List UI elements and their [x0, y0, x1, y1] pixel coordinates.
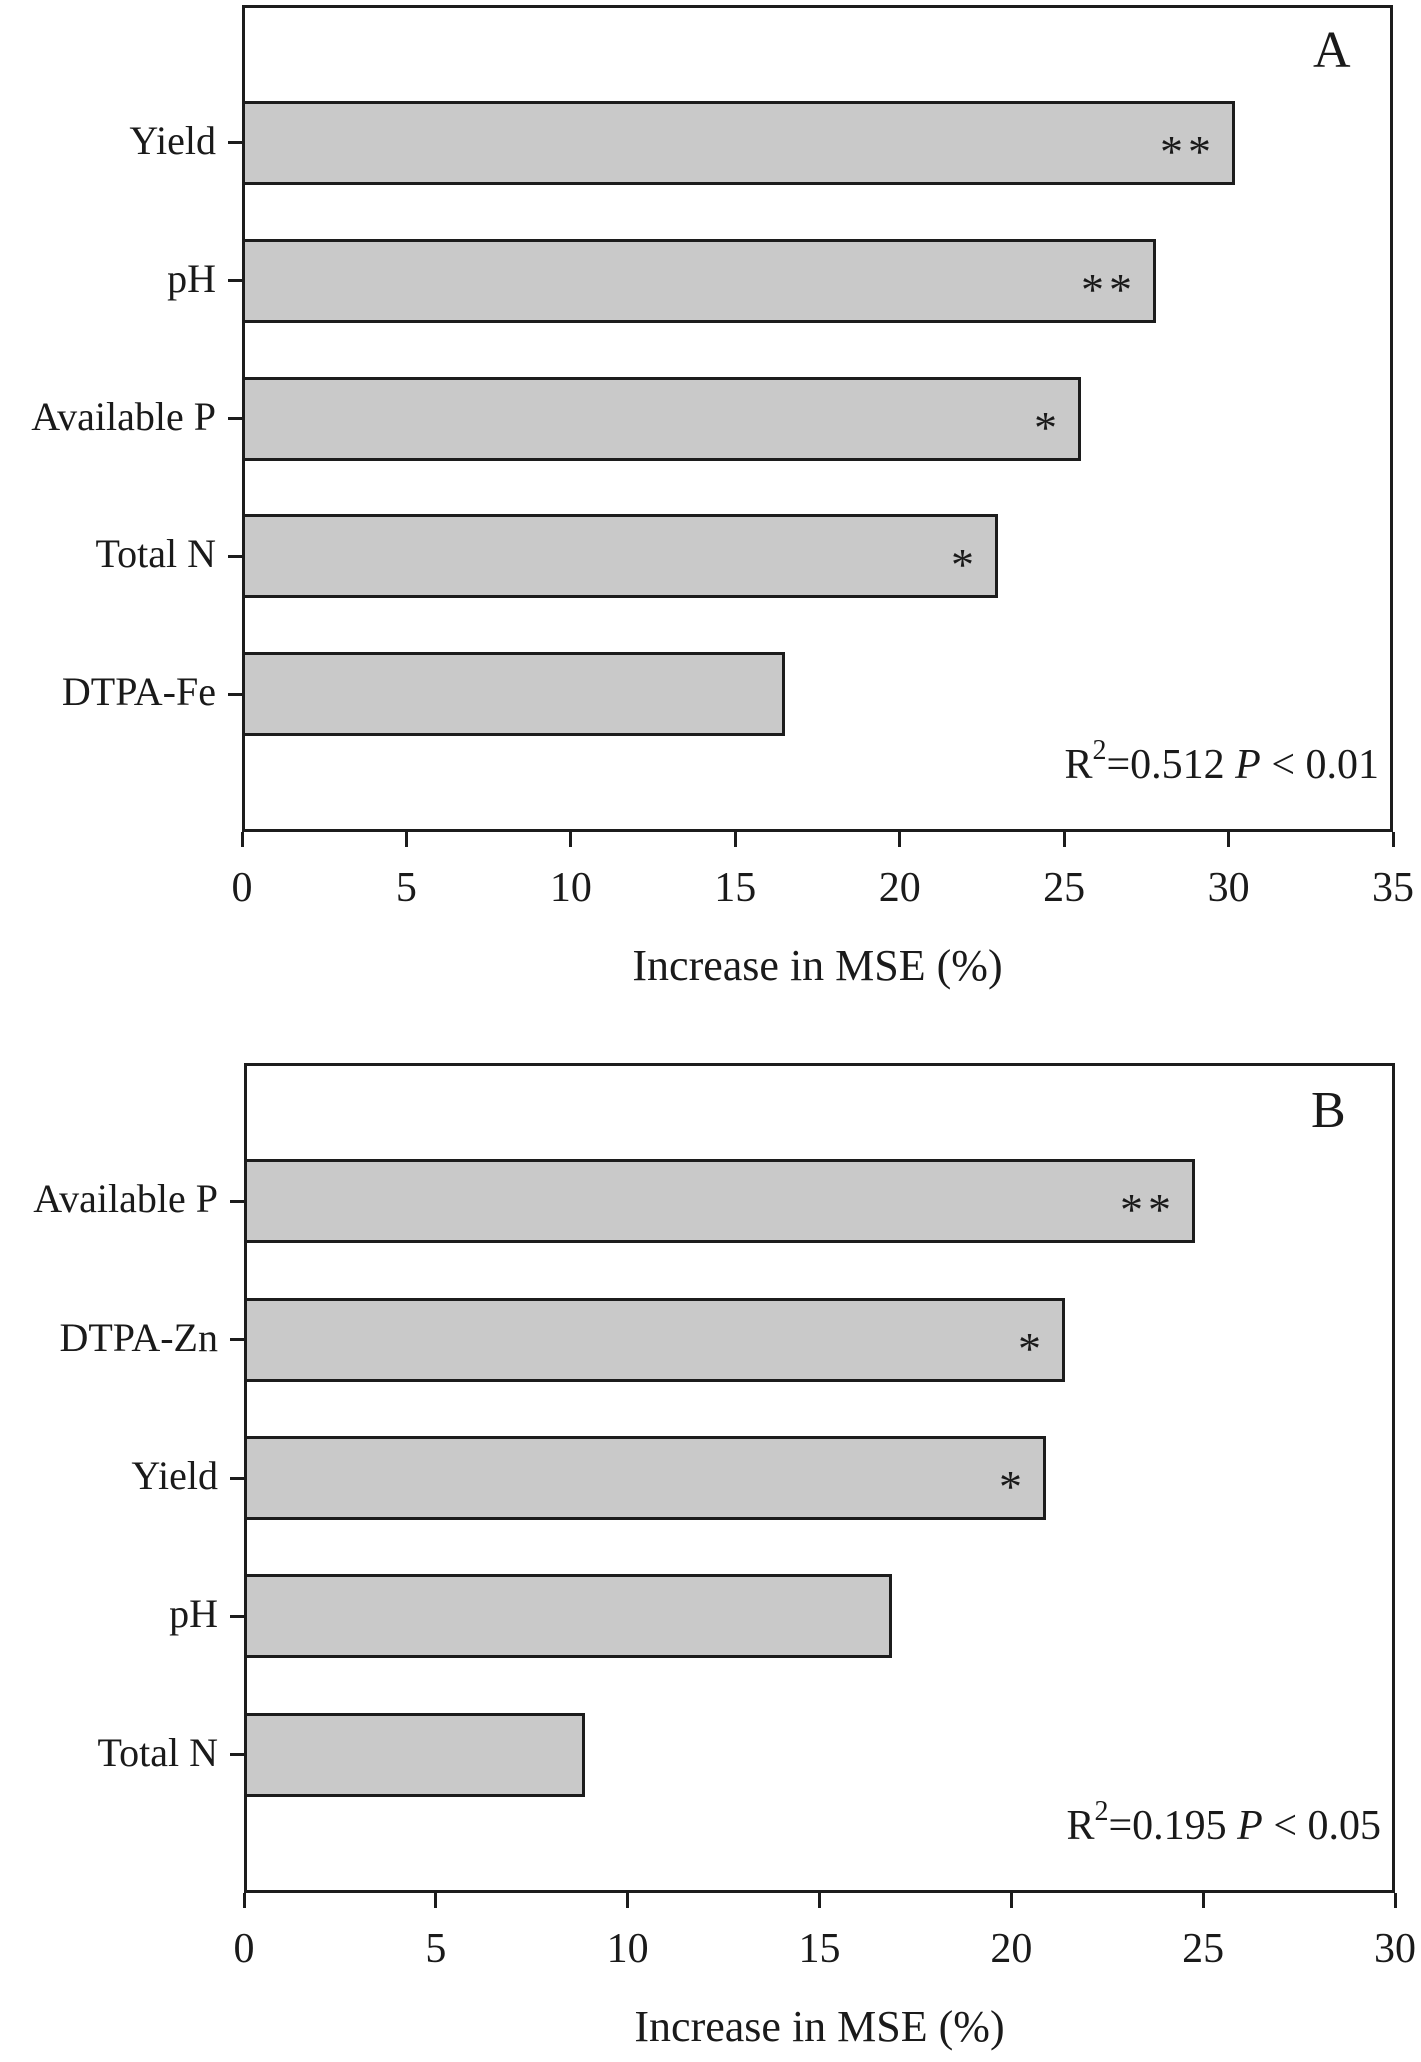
- significance-marker: **: [1120, 1184, 1176, 1236]
- x-axis-tick: [242, 1893, 246, 1908]
- bar-available-p: **: [244, 1159, 1195, 1244]
- x-tick-label: 25: [1182, 1926, 1225, 1972]
- r-squared-label: R: [1066, 1803, 1095, 1849]
- category-label: Yield: [131, 1453, 218, 1498]
- y-axis-tick: [230, 1753, 244, 1757]
- r-squared-exponent: 2: [1094, 1796, 1109, 1827]
- x-axis-tick: [626, 1893, 630, 1908]
- x-axis-title: Increase in MSE (%): [634, 2002, 1005, 2051]
- p-label: P: [1237, 1803, 1263, 1849]
- stats-annotation: R2=0.195 P < 0.05: [1066, 1796, 1381, 1850]
- x-tick-label: 0: [233, 1926, 255, 1972]
- category-label: pH: [167, 255, 216, 301]
- significance-marker: *: [1034, 401, 1062, 453]
- p-value: < 0.05: [1262, 1803, 1381, 1849]
- significance-marker: **: [1160, 126, 1216, 178]
- x-tick-label: 30: [1374, 1926, 1416, 1972]
- x-tick-label: 10: [549, 865, 592, 911]
- y-axis-tick: [230, 1338, 244, 1342]
- x-axis-tick: [1201, 1893, 1205, 1908]
- x-axis-tick: [240, 832, 244, 847]
- x-tick-label: 10: [606, 1926, 649, 1972]
- x-axis-tick: [898, 832, 902, 847]
- p-value: < 0.01: [1260, 742, 1379, 788]
- y-axis-tick: [230, 1199, 244, 1203]
- x-tick-label: 25: [1043, 865, 1086, 911]
- y-axis-tick: [228, 279, 242, 283]
- x-axis-tick: [1393, 1893, 1397, 1908]
- x-tick-label: 15: [714, 865, 757, 911]
- bar-total-n: *: [242, 514, 998, 599]
- r-squared-label: R: [1064, 742, 1093, 788]
- x-tick-label: 30: [1207, 865, 1250, 911]
- stats-annotation: R2=0.512 P < 0.01: [1064, 735, 1379, 789]
- x-tick-label: 20: [878, 865, 921, 911]
- y-axis-tick: [228, 141, 242, 145]
- x-tick-label: 5: [395, 865, 417, 911]
- x-tick-label: 35: [1372, 865, 1414, 911]
- y-axis-tick: [228, 554, 242, 558]
- x-tick-label: 5: [425, 1926, 447, 1972]
- category-label: Available P: [31, 393, 216, 439]
- p-label: P: [1235, 742, 1261, 788]
- category-label: Yield: [129, 117, 216, 163]
- y-axis-tick: [230, 1476, 244, 1480]
- significance-marker: **: [1081, 263, 1137, 315]
- significance-marker: *: [999, 1461, 1027, 1513]
- x-axis-tick: [1009, 1893, 1013, 1908]
- bar-dtpa-zn: *: [244, 1297, 1065, 1382]
- x-tick-label: 20: [990, 1926, 1033, 1972]
- significance-marker: *: [1018, 1322, 1046, 1374]
- x-axis-tick: [1391, 832, 1395, 847]
- category-label: pH: [169, 1591, 218, 1637]
- panel-letter: A: [1313, 22, 1351, 79]
- x-axis-tick: [818, 1893, 821, 1908]
- x-axis-tick: [1227, 832, 1231, 847]
- category-label: DTPA-Fe: [61, 669, 216, 715]
- x-axis-title: Increase in MSE (%): [632, 941, 1003, 990]
- x-axis-tick: [733, 832, 737, 847]
- x-tick-label: 15: [798, 1926, 841, 1972]
- r-squared-exponent: 2: [1092, 735, 1107, 766]
- x-tick-label: 0: [231, 865, 253, 911]
- bar-available-p: *: [242, 376, 1081, 461]
- category-label: Available P: [33, 1176, 218, 1222]
- panel-letter: B: [1311, 1082, 1346, 1139]
- category-label: DTPA-Zn: [59, 1314, 218, 1360]
- x-axis-tick: [1062, 832, 1066, 847]
- bar-ph: [244, 1574, 892, 1659]
- x-axis-tick: [569, 832, 573, 847]
- x-axis-tick: [404, 832, 408, 847]
- bar-yield: *: [244, 1436, 1046, 1520]
- r-squared-value: =0.512: [1106, 742, 1236, 788]
- y-axis-tick: [228, 692, 242, 696]
- y-axis-tick: [228, 417, 242, 420]
- r-squared-value: =0.195: [1108, 1803, 1238, 1849]
- category-label: Total N: [95, 531, 216, 577]
- x-axis-tick: [434, 1893, 438, 1908]
- bar-dtpa-fe: [242, 652, 785, 737]
- bar-total-n: [244, 1712, 585, 1797]
- y-axis-tick: [230, 1614, 244, 1618]
- category-label: Total N: [97, 1729, 218, 1775]
- bar-yield: **: [242, 100, 1235, 185]
- significance-marker: *: [951, 539, 979, 591]
- bar-ph: **: [242, 238, 1156, 323]
